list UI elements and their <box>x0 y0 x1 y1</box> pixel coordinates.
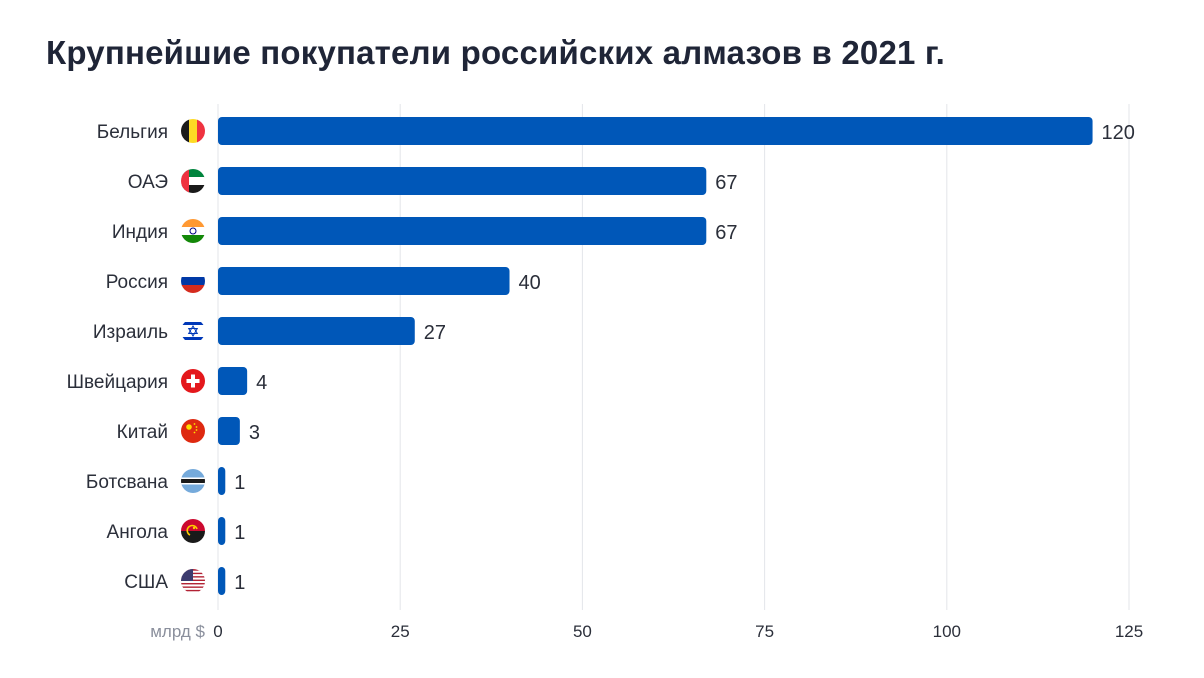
russia-flag-icon <box>181 269 205 293</box>
x-tick-label: 50 <box>573 622 592 641</box>
bar <box>218 467 226 495</box>
category-label: Индия <box>112 222 168 243</box>
bar <box>218 417 240 445</box>
x-tick-label: 100 <box>933 622 961 641</box>
category-label: Бельгия <box>97 122 168 143</box>
israel-flag-icon <box>181 319 205 343</box>
x-tick-label: 125 <box>1115 622 1143 641</box>
data-label: 3 <box>249 422 260 444</box>
bar <box>218 317 415 345</box>
category-label: Россия <box>106 272 168 293</box>
category-label: Ботсвана <box>86 472 169 493</box>
uae-flag-icon <box>181 169 205 193</box>
category-label: Израиль <box>93 322 168 343</box>
bar <box>218 117 1093 145</box>
bar <box>218 517 226 545</box>
data-label: 4 <box>256 372 267 394</box>
usa-flag-icon <box>181 569 205 593</box>
category-label: ОАЭ <box>128 172 168 193</box>
bar <box>218 567 226 595</box>
india-flag-icon <box>181 219 205 243</box>
data-label: 120 <box>1102 122 1135 144</box>
data-label: 1 <box>234 572 245 594</box>
bar <box>218 267 510 295</box>
x-tick-label: 25 <box>391 622 410 641</box>
bar <box>218 167 707 195</box>
data-label: 67 <box>715 222 737 244</box>
x-axis-unit-label: млрд $ <box>150 622 205 641</box>
x-tick-label: 75 <box>755 622 774 641</box>
category-label: Китай <box>117 422 168 443</box>
chart-title: Крупнейшие покупатели российских алмазов… <box>46 34 945 71</box>
china-flag-icon <box>181 419 205 443</box>
angola-flag-icon <box>181 519 205 543</box>
data-label: 40 <box>519 272 541 294</box>
data-label: 27 <box>424 322 446 344</box>
x-tick-label: 0 <box>213 622 222 641</box>
category-label: США <box>124 572 168 593</box>
category-label: Ангола <box>107 522 169 543</box>
data-label: 1 <box>234 472 245 494</box>
data-label: 1 <box>234 522 245 544</box>
belgium-flag-icon <box>181 119 205 143</box>
bar <box>218 217 707 245</box>
category-label: Швейцария <box>67 372 168 393</box>
bar <box>218 367 248 395</box>
data-label: 67 <box>715 172 737 194</box>
switzerland-flag-icon <box>181 369 205 393</box>
botswana-flag-icon <box>181 469 205 493</box>
